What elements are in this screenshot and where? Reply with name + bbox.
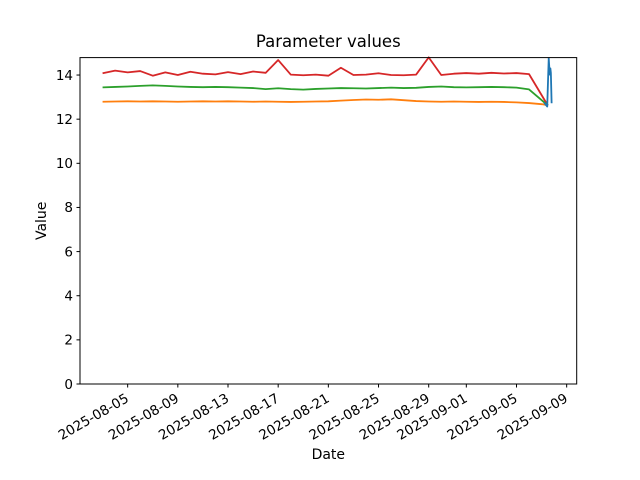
series-line-red-parameter	[102, 56, 549, 106]
y-tick-label: 0	[64, 377, 73, 393]
axes-spines	[79, 57, 578, 385]
y-tick-label: 12	[56, 112, 73, 128]
y-tick-label: 4	[64, 289, 73, 305]
y-tick-label: 2	[64, 333, 73, 349]
series-line-orange-parameter	[102, 98, 549, 107]
plot-area: 024681012142025-08-052025-08-092025-08-1…	[56, 56, 578, 444]
y-tick-label: 8	[64, 200, 73, 216]
y-tick-label: 14	[56, 68, 73, 84]
y-tick-label: 6	[64, 244, 73, 260]
series-line-blue-parameter	[543, 57, 553, 108]
y-tick-label: 10	[56, 156, 73, 172]
y-axis-label: Value	[34, 202, 50, 240]
series-line-green-parameter	[102, 84, 549, 107]
x-axis-label: Date	[312, 447, 345, 463]
chart-title: Parameter values	[256, 32, 401, 51]
